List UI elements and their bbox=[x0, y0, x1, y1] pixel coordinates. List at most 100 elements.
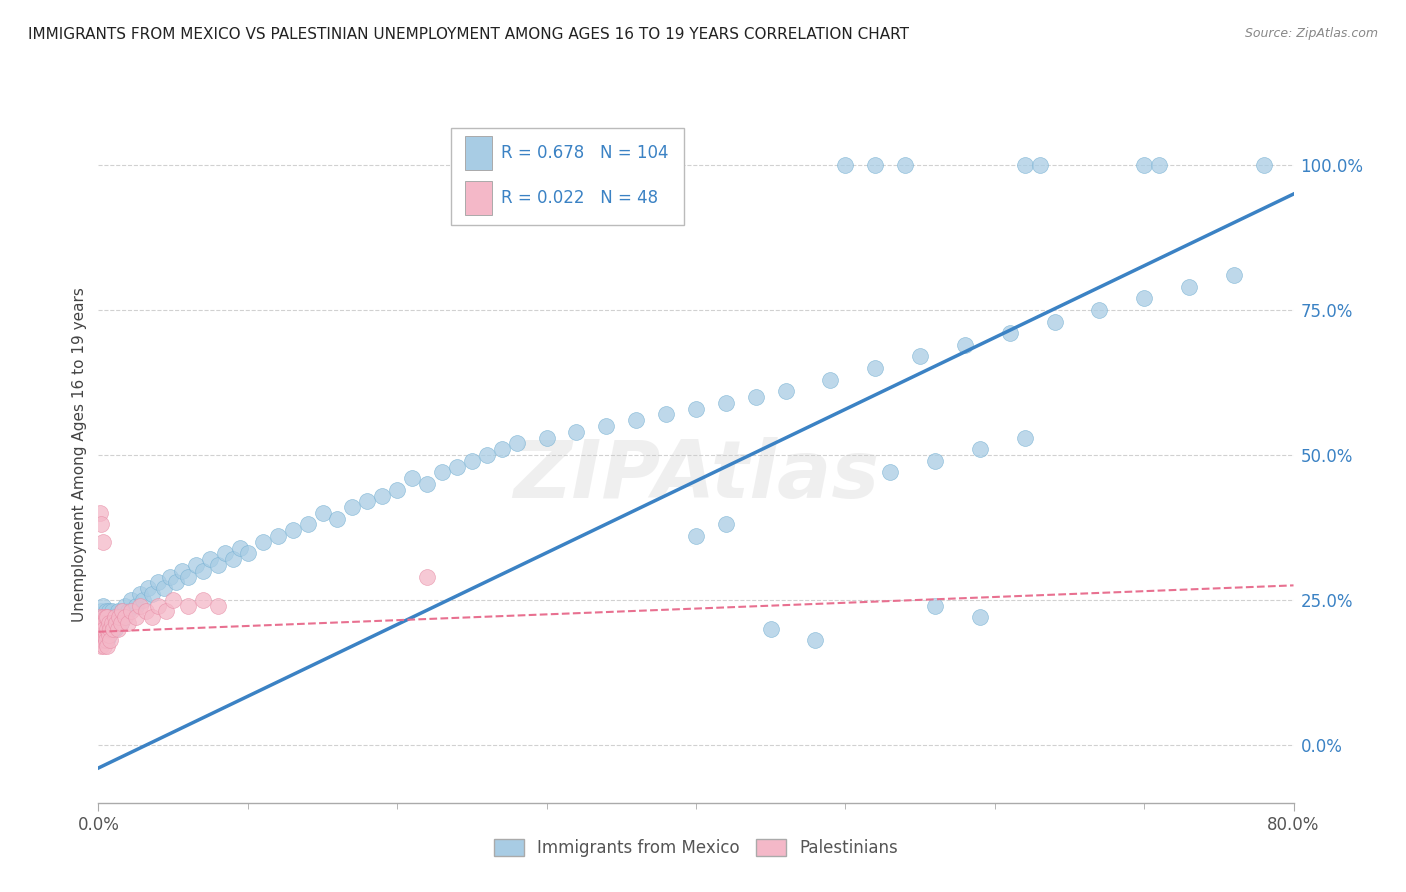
Point bbox=[953, 338, 976, 352]
Point bbox=[97, 615, 120, 630]
Point bbox=[222, 552, 245, 566]
Point bbox=[148, 575, 170, 590]
Point bbox=[89, 622, 111, 636]
Point bbox=[94, 622, 117, 636]
Point bbox=[90, 517, 112, 532]
Point bbox=[908, 349, 931, 364]
Point bbox=[91, 633, 114, 648]
Point bbox=[96, 610, 118, 624]
Point bbox=[98, 610, 122, 624]
Point bbox=[110, 615, 132, 630]
Point bbox=[141, 587, 163, 601]
Point bbox=[112, 610, 135, 624]
Point bbox=[93, 622, 115, 636]
Point bbox=[820, 373, 842, 387]
Point bbox=[267, 529, 290, 543]
Point bbox=[879, 466, 901, 480]
Point bbox=[191, 564, 214, 578]
Point bbox=[91, 622, 114, 636]
Point bbox=[103, 622, 125, 636]
Point bbox=[96, 639, 118, 653]
Point bbox=[165, 575, 187, 590]
Point bbox=[281, 523, 304, 537]
Point bbox=[446, 459, 468, 474]
Point bbox=[834, 158, 856, 172]
Point bbox=[759, 622, 782, 636]
Point bbox=[1223, 268, 1246, 282]
Point bbox=[685, 529, 707, 543]
Point bbox=[94, 610, 117, 624]
Point bbox=[98, 633, 122, 648]
Point bbox=[94, 628, 117, 642]
Point bbox=[93, 628, 115, 642]
Point bbox=[89, 506, 111, 520]
Point bbox=[104, 610, 127, 624]
Point bbox=[1043, 315, 1066, 329]
Point bbox=[207, 599, 229, 613]
Point bbox=[105, 615, 128, 630]
Point bbox=[96, 610, 118, 624]
Point bbox=[104, 622, 127, 636]
Point bbox=[98, 622, 122, 636]
Point bbox=[207, 558, 229, 573]
Point bbox=[998, 326, 1021, 341]
Point bbox=[184, 558, 207, 573]
Point bbox=[89, 633, 111, 648]
Point bbox=[177, 599, 200, 613]
Point bbox=[110, 615, 132, 630]
Point bbox=[326, 511, 349, 525]
Point bbox=[894, 158, 917, 172]
Point bbox=[153, 582, 176, 596]
Point bbox=[90, 615, 112, 630]
Point bbox=[103, 615, 125, 630]
Point bbox=[120, 592, 142, 607]
Point bbox=[1014, 158, 1036, 172]
Point bbox=[90, 615, 112, 630]
Point bbox=[252, 534, 274, 549]
Point bbox=[125, 610, 148, 624]
Point bbox=[98, 615, 122, 630]
Point bbox=[90, 628, 112, 642]
Point bbox=[108, 610, 131, 624]
Point bbox=[155, 605, 177, 619]
Point bbox=[371, 489, 394, 503]
Point bbox=[91, 610, 114, 624]
Point bbox=[90, 639, 112, 653]
Point bbox=[775, 384, 797, 398]
Point bbox=[91, 610, 114, 624]
Point bbox=[385, 483, 409, 497]
Point bbox=[745, 390, 768, 404]
Point bbox=[96, 633, 118, 648]
Point bbox=[97, 628, 120, 642]
Point bbox=[114, 610, 136, 624]
Point bbox=[136, 582, 159, 596]
Point bbox=[89, 622, 111, 636]
Legend: Immigrants from Mexico, Palestinians: Immigrants from Mexico, Palestinians bbox=[486, 832, 905, 864]
Bar bbox=[465, 136, 492, 169]
Point bbox=[159, 570, 181, 584]
Point bbox=[1178, 279, 1201, 293]
Point bbox=[342, 500, 364, 514]
Point bbox=[475, 448, 498, 462]
Point bbox=[94, 633, 117, 648]
Point bbox=[97, 615, 120, 630]
Point bbox=[865, 360, 887, 375]
Point bbox=[924, 599, 946, 613]
Point bbox=[132, 592, 155, 607]
Point bbox=[101, 622, 124, 636]
Point bbox=[1028, 158, 1050, 172]
Point bbox=[1133, 158, 1156, 172]
Point bbox=[129, 587, 152, 601]
Point bbox=[1014, 430, 1036, 444]
Point bbox=[114, 599, 136, 613]
Point bbox=[111, 605, 134, 619]
Point bbox=[685, 401, 707, 416]
FancyBboxPatch shape bbox=[451, 128, 685, 226]
Point bbox=[97, 628, 120, 642]
Point bbox=[177, 570, 200, 584]
Point bbox=[97, 605, 120, 619]
Point bbox=[229, 541, 252, 555]
Point bbox=[91, 622, 114, 636]
Point bbox=[297, 517, 319, 532]
Text: R = 0.022   N = 48: R = 0.022 N = 48 bbox=[501, 189, 658, 207]
